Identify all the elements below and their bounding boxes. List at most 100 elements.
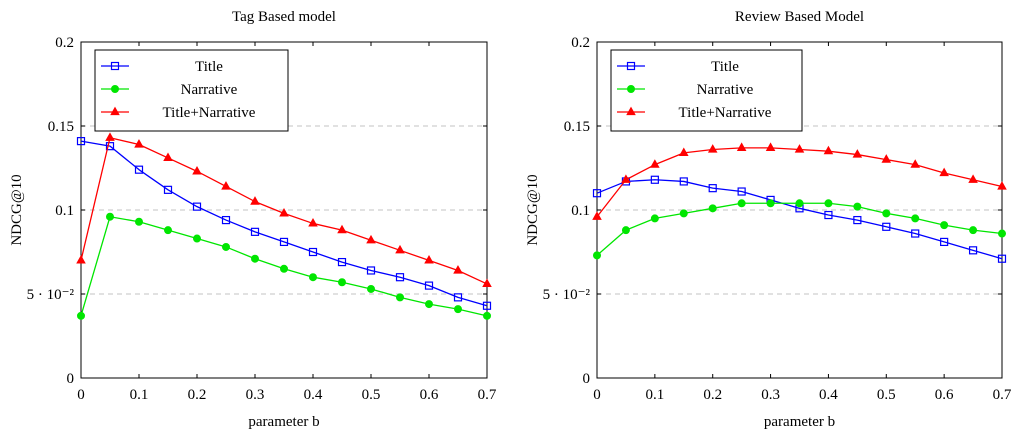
legend-swatch-marker xyxy=(627,85,636,94)
point-title-9 xyxy=(853,215,862,225)
point-title-1 xyxy=(105,142,115,151)
point-title-12 xyxy=(424,281,434,290)
legend-item-title: Title xyxy=(101,59,223,75)
point-narrative-5 xyxy=(737,199,746,208)
point-title-narrative-4 xyxy=(192,165,202,175)
legend-box xyxy=(94,49,289,132)
point-title-narrative-7 xyxy=(279,207,289,217)
point-title-narrative-9 xyxy=(337,224,347,234)
legend-item-title-narrative: Title+Narrative xyxy=(617,105,772,121)
point-narrative-4 xyxy=(192,234,201,243)
point-title-narrative-13 xyxy=(453,265,463,274)
x-tick-label: 0.4 xyxy=(304,387,323,403)
point-title-narrative-10 xyxy=(881,154,892,163)
series-title xyxy=(592,175,1007,263)
legend-label: Title+Narrative xyxy=(679,105,772,121)
point-title-9 xyxy=(337,257,347,267)
point-title-narrative-6 xyxy=(250,196,260,205)
x-tick-label: 0.6 xyxy=(935,387,954,403)
point-title-narrative-11 xyxy=(395,244,405,254)
point-narrative-8 xyxy=(308,273,317,282)
series-line-title xyxy=(80,140,488,307)
point-narrative-3 xyxy=(679,209,688,218)
legend-swatch-marker xyxy=(626,106,636,116)
y-tick-label: 5 · 10⁻² xyxy=(27,287,75,303)
x-tick-label: 0.3 xyxy=(246,387,265,403)
y-tick-label: 0.2 xyxy=(55,35,74,51)
point-narrative-10 xyxy=(882,209,891,218)
x-tick-label: 0.5 xyxy=(877,387,896,403)
point-narrative-12 xyxy=(940,221,949,230)
point-title-5 xyxy=(737,187,746,196)
y-tick-label: 0.2 xyxy=(571,35,590,51)
point-title-narrative-0 xyxy=(76,254,86,264)
point-title-0 xyxy=(592,189,602,198)
y-tick-label: 0.1 xyxy=(55,203,74,219)
point-narrative-3 xyxy=(163,226,172,235)
point-narrative-13 xyxy=(453,305,462,314)
point-title-13 xyxy=(453,293,463,302)
point-title-narrative-13 xyxy=(968,174,978,183)
legend: Title Narrative Title+Narrative xyxy=(94,49,289,132)
point-title-11 xyxy=(395,273,405,282)
point-title-12 xyxy=(940,237,949,247)
point-narrative-9 xyxy=(337,278,346,287)
point-title-3 xyxy=(163,185,173,194)
point-title-14 xyxy=(482,301,492,310)
point-title-narrative-3 xyxy=(163,152,173,162)
x-tick-label: 0.6 xyxy=(420,387,439,403)
point-title-narrative-8 xyxy=(308,218,318,227)
series-title-narrative xyxy=(76,132,492,288)
point-narrative-5 xyxy=(221,242,230,251)
x-axis-label: parameter b xyxy=(764,414,835,430)
chart-review-based-model: 0 0.1 0.2 0.3 0.4 0.5 0.6 0.7 0 5 · 10⁻² 0.1 0.15 0.… xyxy=(525,9,1012,430)
point-title-narrative-1 xyxy=(621,174,631,183)
point-narrative-8 xyxy=(824,199,833,208)
point-title-8 xyxy=(308,247,318,257)
legend-item-narrative: Narrative xyxy=(617,82,754,98)
point-title-narrative-12 xyxy=(939,167,949,177)
y-tick-label: 0 xyxy=(67,371,75,387)
chart-tag-based-model: 0 0.1 0.2 0.3 0.4 0.5 0.6 0.7 0 5 · 10⁻² 0.1 0.15 0.… xyxy=(9,9,497,430)
series-title xyxy=(76,137,492,310)
point-title-narrative-9 xyxy=(852,149,863,158)
point-narrative-1 xyxy=(621,226,630,235)
point-title-narrative-7 xyxy=(794,144,805,153)
series-title-narrative xyxy=(592,142,1007,220)
point-title-10 xyxy=(366,266,376,275)
chart-title: Review Based Model xyxy=(735,9,864,25)
point-title-narrative-14 xyxy=(482,278,492,288)
point-title-4 xyxy=(192,202,202,211)
point-narrative-0 xyxy=(77,311,86,320)
point-title-narrative-12 xyxy=(424,254,434,264)
y-axis-label: NDCG@10 xyxy=(525,174,541,245)
x-tick-label: 0.7 xyxy=(478,387,497,403)
point-narrative-14 xyxy=(998,229,1007,238)
point-narrative-1 xyxy=(106,212,115,221)
legend-swatch-marker xyxy=(110,61,120,71)
legend: Title Narrative Title+Narrative xyxy=(610,49,803,132)
point-title-4 xyxy=(708,184,717,193)
legend-label: Title xyxy=(711,59,739,75)
x-tick-label: 0.5 xyxy=(362,387,381,403)
x-tick-label: 0.4 xyxy=(819,387,838,403)
point-narrative-13 xyxy=(969,226,978,235)
x-tick-label: 0 xyxy=(593,387,601,403)
legend-label: Title+Narrative xyxy=(163,105,256,121)
point-title-3 xyxy=(679,177,688,186)
point-title-narrative-4 xyxy=(707,144,718,153)
legend-item-title-narrative: Title+Narrative xyxy=(101,105,256,121)
legend-label: Narrative xyxy=(181,82,238,98)
legend-swatch-marker xyxy=(110,106,120,116)
point-title-14 xyxy=(997,254,1007,263)
point-narrative-7 xyxy=(795,199,804,208)
point-title-narrative-5 xyxy=(221,181,231,190)
x-tick-label: 0 xyxy=(77,387,85,403)
point-title-narrative-14 xyxy=(997,181,1007,190)
x-tick-label: 0.7 xyxy=(993,387,1012,403)
point-narrative-10 xyxy=(366,284,375,293)
series-narrative xyxy=(593,199,1007,260)
y-tick-label: 0.1 xyxy=(571,203,590,219)
point-narrative-6 xyxy=(766,199,775,208)
point-narrative-11 xyxy=(911,214,920,223)
